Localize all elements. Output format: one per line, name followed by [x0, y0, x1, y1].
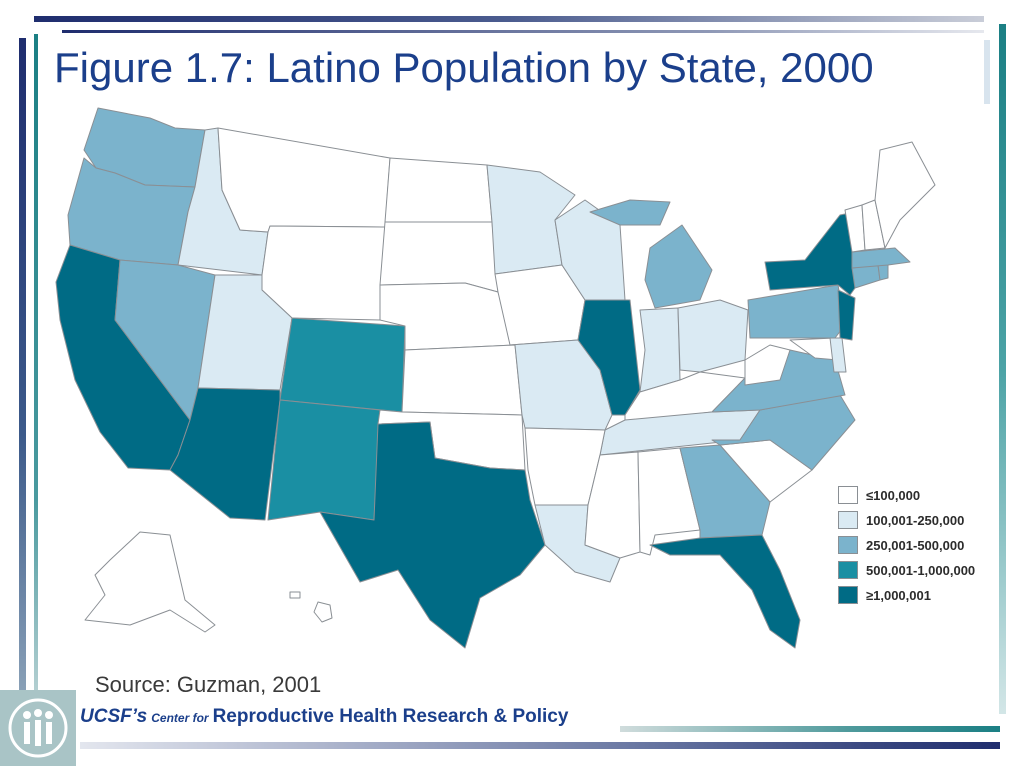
footer-organization: UCSF’s Center for Reproductive Health Rese… [80, 706, 568, 728]
legend-swatch [838, 561, 858, 579]
state-new-mexico [267, 399, 381, 521]
frame-rule-bottom-lower [80, 742, 1000, 749]
legend-label: 100,001-250,000 [866, 512, 965, 528]
footer-org: UCSF’s [80, 706, 148, 727]
state-new-jersey [837, 289, 856, 341]
state-illinois [577, 299, 641, 416]
map-legend: ≤100,000 100,001-250,000 250,001-500,000… [838, 484, 998, 609]
frame-rule-top [34, 16, 984, 22]
people-logo-icon [0, 690, 76, 766]
frame-rule-bottom [620, 726, 1000, 732]
state-connecticut [851, 264, 881, 289]
state-rhode-island [877, 264, 889, 281]
legend-swatch [838, 511, 858, 529]
legend-swatch [838, 486, 858, 504]
legend-label: ≤100,000 [866, 487, 921, 503]
frame-rule-right-tab [984, 40, 990, 104]
state-kansas [401, 344, 523, 416]
state-south-dakota [379, 221, 499, 293]
state-wyoming [261, 225, 386, 321]
legend-swatch [838, 586, 858, 604]
legend-item: 100,001-250,000 [838, 509, 998, 531]
legend-label: 500,001-1,000,000 [866, 562, 976, 578]
footer-center-for: Center for [151, 711, 209, 725]
frame-rule-top-inner [62, 30, 984, 33]
state-colorado [279, 317, 406, 413]
state-maine [874, 141, 936, 249]
state-michigan-upper [589, 199, 671, 226]
state-pennsylvania [747, 284, 846, 339]
state-delaware [829, 337, 847, 373]
state-florida [649, 534, 801, 649]
state-arizona [169, 387, 281, 521]
legend-label: ≥1,000,001 [866, 587, 931, 603]
state-montana [217, 127, 391, 233]
state-massachusetts [851, 247, 911, 269]
state-north-carolina [711, 394, 856, 471]
legend-item: ≤100,000 [838, 484, 998, 506]
state-north-dakota [384, 157, 493, 223]
state-indiana [639, 307, 681, 393]
frame-rule-right [999, 24, 1006, 714]
state-hawaii-big-island [313, 601, 333, 623]
state-alaska [84, 531, 216, 633]
state-ohio [677, 299, 749, 373]
legend-item: 250,001-500,000 [838, 534, 998, 556]
legend-label: 250,001-500,000 [866, 537, 965, 553]
frame-rule-left-inner [34, 34, 38, 698]
slide-title: Figure 1.7: Latino Population by State, … [54, 44, 874, 91]
state-texas [319, 421, 546, 649]
legend-item: 500,001-1,000,000 [838, 559, 998, 581]
legend-swatch [838, 536, 858, 554]
source-citation: Source: Guzman, 2001 [95, 672, 322, 697]
footer-center-name: Reproductive Health Research & Policy [212, 706, 569, 727]
state-michigan [644, 224, 713, 309]
frame-rule-left [19, 38, 26, 698]
state-hawaii-islands [289, 591, 301, 599]
state-west-virginia [744, 344, 791, 386]
legend-item: ≥1,000,001 [838, 584, 998, 606]
